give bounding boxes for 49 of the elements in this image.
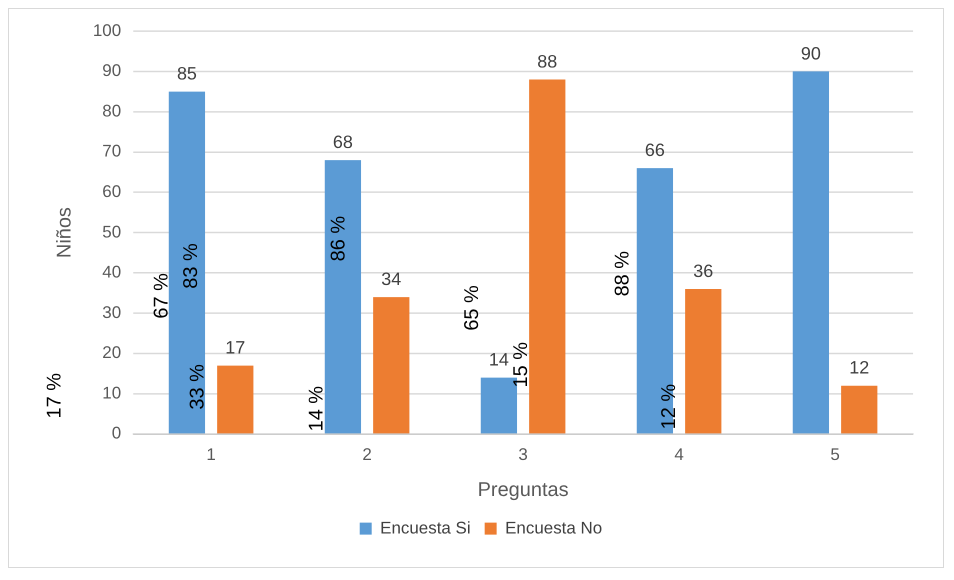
annotation: 33 %	[186, 364, 208, 410]
bar	[529, 79, 566, 434]
x-tick-label: 1	[206, 444, 216, 464]
y-tick-label: 60	[102, 182, 122, 201]
bar	[841, 386, 878, 434]
x-tick-label: 5	[830, 444, 840, 464]
y-axis-title: Niños	[53, 207, 76, 258]
bar	[685, 289, 722, 434]
y-tick-label: 100	[92, 20, 122, 40]
annotation: 14 %	[306, 386, 328, 432]
bar	[217, 366, 254, 434]
annotation: 88 %	[611, 250, 634, 296]
data-label: 85	[176, 64, 197, 84]
y-tick-label: 40	[102, 262, 122, 282]
data-label: 12	[849, 358, 870, 378]
y-tick-label: 80	[102, 101, 122, 120]
bar	[792, 71, 830, 434]
data-label: 17	[225, 338, 246, 358]
y-tick-label: 10	[102, 383, 122, 402]
legend-label: Encuesta No	[505, 518, 602, 538]
y-tick-label: 50	[102, 222, 122, 242]
legend-label: Encuesta Si	[380, 518, 471, 538]
x-tick-label: 4	[674, 444, 684, 464]
text: 17 %	[44, 372, 66, 419]
data-label: 90	[800, 43, 821, 64]
y-tick-label: 20	[102, 343, 122, 362]
bar	[324, 160, 362, 434]
y-tick-label: 70	[102, 142, 122, 161]
data-label: 88	[537, 52, 558, 72]
data-label: 66	[644, 140, 665, 160]
x-axis-title: Preguntas	[478, 478, 569, 501]
x-tick-label: 3	[518, 444, 528, 464]
annotation: 67 %	[150, 272, 172, 319]
data-label: 34	[381, 269, 402, 290]
data-label: 36	[693, 261, 714, 282]
x-tick-label: 2	[362, 444, 372, 464]
annotation: 15 %	[510, 342, 532, 388]
y-tick-label: 90	[102, 61, 122, 80]
annotation: 65 %	[460, 284, 483, 331]
data-label: 14	[488, 350, 509, 370]
annotation: 83 %	[180, 243, 202, 289]
bar	[168, 92, 206, 434]
bar	[636, 168, 674, 434]
bar	[373, 297, 410, 434]
y-tick-label: 0	[112, 424, 122, 443]
annotation: 12 %	[658, 384, 680, 430]
y-tick-label: 30	[102, 302, 122, 322]
data-label: 68	[332, 132, 353, 152]
annotation: 86 %	[328, 216, 350, 262]
